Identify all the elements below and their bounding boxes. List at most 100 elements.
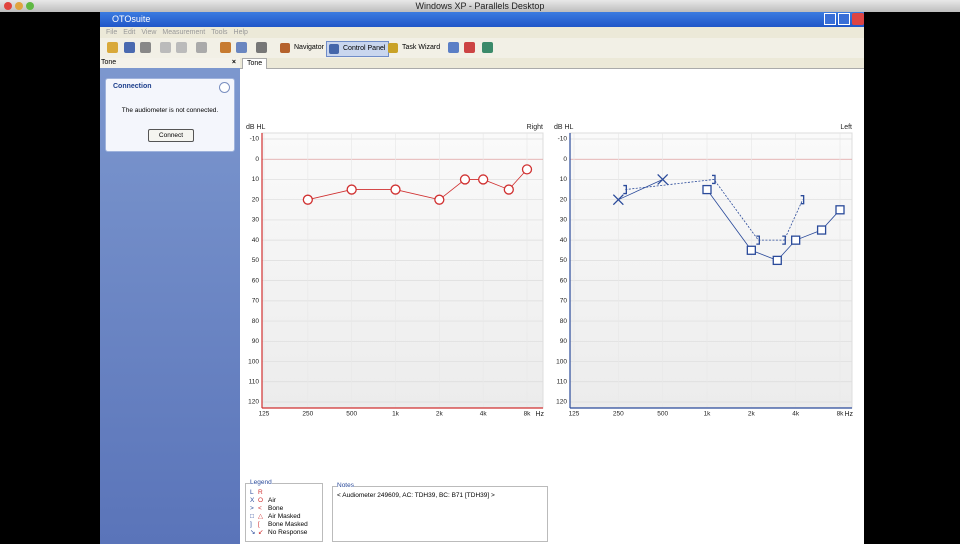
minimize-light[interactable] xyxy=(15,2,23,10)
air-masked-marker xyxy=(791,235,801,245)
air-marker xyxy=(478,174,489,185)
close-light[interactable] xyxy=(4,2,12,10)
legend-row: ↘ ↙ No Response xyxy=(250,529,308,537)
bone-masked-marker xyxy=(756,235,760,245)
app-title-bar: OTOsuite xyxy=(100,12,864,27)
x-tick-label: 250 xyxy=(613,411,624,418)
y-tick-label: 80 xyxy=(560,318,568,325)
y-tick-label: 50 xyxy=(560,257,568,264)
toolbar-button[interactable]: Task Wizard xyxy=(386,41,443,55)
air-marker xyxy=(434,194,445,205)
tool2-icon[interactable] xyxy=(482,42,493,53)
app-title: OTOsuite xyxy=(112,14,151,24)
print-icon[interactable] xyxy=(140,42,151,53)
y-tick-label: 0 xyxy=(255,156,259,163)
x-tick-label: 4k xyxy=(792,411,800,418)
undo-icon[interactable] xyxy=(160,42,171,53)
menu-item[interactable]: Measurement xyxy=(162,29,206,36)
y-tick-label: 60 xyxy=(560,277,568,284)
menu-item[interactable]: Help xyxy=(233,29,248,36)
restore-button[interactable] xyxy=(838,13,850,25)
help-icon[interactable] xyxy=(256,42,267,53)
tool-icon[interactable] xyxy=(196,42,207,53)
y-tick-label: 40 xyxy=(252,237,260,244)
menu-item[interactable]: View xyxy=(141,29,157,36)
tab[interactable]: Tone xyxy=(242,58,268,69)
minimize-button[interactable] xyxy=(824,13,836,25)
legend-left-symbol: □ xyxy=(250,513,254,520)
y-tick-label: 110 xyxy=(557,378,568,385)
zoom-light[interactable] xyxy=(26,2,34,10)
y-axis-label: dB HL xyxy=(554,124,574,131)
air-marker xyxy=(503,184,514,195)
air-marker xyxy=(521,164,533,175)
air-marker xyxy=(346,184,357,195)
x-unit: Hz xyxy=(535,411,544,418)
y-tick-label: 20 xyxy=(252,196,260,203)
bone-masked-marker xyxy=(712,174,716,185)
air-masked-marker xyxy=(835,205,845,215)
legend-box: Legend L R X O Air > < Bone □ △ Air Masked] [Bone M… xyxy=(245,479,323,542)
legend-label: Bone xyxy=(268,505,284,512)
report-icon[interactable] xyxy=(220,42,231,53)
air-marker xyxy=(459,174,471,185)
toolbar-button[interactable]: Control Panel xyxy=(326,41,390,57)
side-panel: Tone × Connection The audiometer is not … xyxy=(100,58,240,544)
legend-right-symbol: [ xyxy=(258,521,260,528)
legend-right-symbol: ↙ xyxy=(258,529,264,536)
toolbar: Navigator Control Panel Task Wizard xyxy=(100,38,864,59)
legend-left-symbol: ] xyxy=(250,521,252,528)
air-masked-marker xyxy=(816,225,827,235)
menu-item[interactable]: Edit xyxy=(123,29,136,36)
save-icon[interactable] xyxy=(124,42,135,53)
legend-row: □ △ Air Masked xyxy=(250,513,308,521)
y-tick-label: 50 xyxy=(252,257,260,264)
panel-close[interactable]: × xyxy=(231,59,236,66)
y-tick-label: 60 xyxy=(252,277,260,284)
air-masked-marker xyxy=(702,184,712,195)
x-unit: Hz xyxy=(844,411,853,418)
connect-button[interactable]: Connect xyxy=(148,129,194,142)
y-tick-label: 40 xyxy=(560,237,568,244)
y-tick-label: 0 xyxy=(563,156,567,163)
ear-label: Right xyxy=(527,124,543,131)
y-tick-label: 30 xyxy=(560,217,568,224)
x-tick-label: 500 xyxy=(346,411,357,418)
y-tick-label: 70 xyxy=(560,298,568,305)
legend-right-symbol: O xyxy=(258,497,264,504)
legend-title: Legend xyxy=(250,479,272,486)
redo-icon[interactable] xyxy=(176,42,187,53)
y-tick-label: 100 xyxy=(248,358,259,365)
ear-label: Left xyxy=(840,124,852,131)
notes-title: Notes xyxy=(337,482,354,489)
toolbar-button[interactable]: Navigator xyxy=(278,41,327,55)
y-tick-label: 70 xyxy=(252,298,260,305)
notes-box: Notes < Audiometer 249609, AC: TDH39, BC… xyxy=(332,482,548,542)
bone-masked-marker xyxy=(782,235,786,245)
x-tick-label: 2k xyxy=(748,411,756,418)
y-tick-label: 120 xyxy=(556,399,567,406)
menu-item[interactable]: File xyxy=(106,29,118,36)
legend-left: L xyxy=(250,489,254,496)
legend-row: > < Bone xyxy=(250,505,308,513)
notes-text: < Audiometer 249609, AC: TDH39, BC: B71 … xyxy=(337,492,495,499)
chart-icon[interactable] xyxy=(464,42,475,53)
open-icon[interactable] xyxy=(107,42,118,53)
status-message: The audiometer is not connected. xyxy=(121,107,219,114)
toolbar-icon xyxy=(329,44,339,54)
view-icon[interactable] xyxy=(448,42,459,53)
close-button[interactable] xyxy=(852,13,864,25)
collapse-button[interactable] xyxy=(219,82,230,93)
screen-icon[interactable] xyxy=(236,42,247,53)
plot-area xyxy=(261,132,544,409)
y-tick-label: 120 xyxy=(248,399,259,406)
x-tick-label: 8k xyxy=(524,411,532,418)
x-tick-label: 250 xyxy=(302,411,313,418)
y-tick-label: 30 xyxy=(252,217,260,224)
tab-bar: Tone xyxy=(240,58,864,69)
y-tick-label: 90 xyxy=(560,338,568,345)
y-tick-label: 20 xyxy=(560,196,568,203)
legend-label: No Response xyxy=(268,529,308,536)
menu-item[interactable]: Tools xyxy=(211,29,228,36)
